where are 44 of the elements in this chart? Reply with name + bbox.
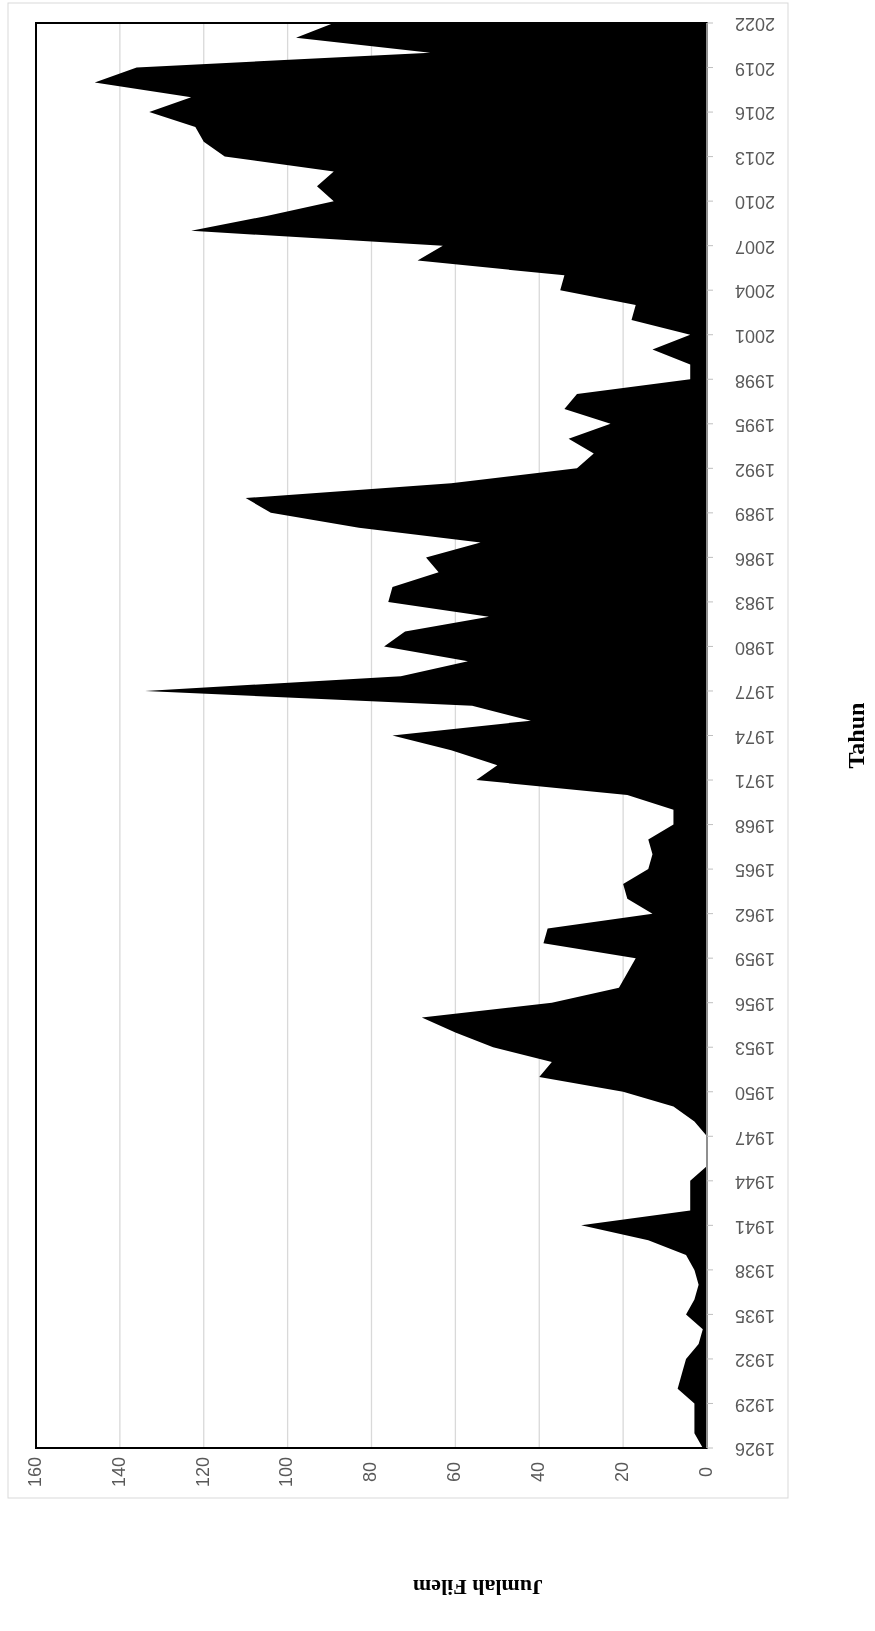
y-tick-label: 1941 — [734, 1216, 776, 1237]
x-tick-label: 140 — [108, 1456, 129, 1488]
x-tick-label: 20 — [611, 1461, 632, 1483]
y-tick-label: 1983 — [734, 593, 776, 614]
y-tick-label: 1965 — [734, 860, 776, 881]
x-axis-title: Jumlah Filem — [412, 1574, 544, 1600]
x-tick-label: 120 — [192, 1456, 213, 1488]
x-tick-label: 80 — [360, 1461, 381, 1483]
x-tick-label: 0 — [695, 1466, 716, 1478]
y-tick-label: 2004 — [734, 281, 776, 302]
y-axis-title: Tahun — [842, 702, 869, 769]
y-tick-label: 1968 — [734, 815, 776, 836]
x-tick-label: 160 — [24, 1456, 45, 1488]
y-tick-label: 2019 — [734, 58, 776, 79]
y-tick-label: 1959 — [734, 949, 776, 970]
y-tick-label: 1995 — [734, 415, 776, 436]
y-tick-label: 2001 — [734, 325, 776, 346]
y-tick-label: 1962 — [734, 904, 776, 925]
y-tick-label: 1935 — [734, 1305, 776, 1326]
x-tick-label: 40 — [528, 1461, 548, 1483]
y-tick-label: 1980 — [734, 637, 776, 658]
x-tick-label: 100 — [276, 1456, 297, 1488]
y-tick-label: 2010 — [734, 192, 776, 213]
y-tick-label: 1938 — [734, 1261, 776, 1282]
y-tick-label: 1989 — [734, 504, 776, 525]
y-tick-label: 2007 — [734, 236, 776, 257]
y-tick-label: 1932 — [734, 1350, 776, 1371]
y-tick-label: 1944 — [734, 1172, 776, 1193]
y-tick-label: 1950 — [734, 1083, 776, 1103]
y-tick-label: 1977 — [734, 682, 776, 703]
y-tick-label: 1926 — [734, 1439, 776, 1460]
y-tick-label: 2022 — [734, 14, 776, 35]
y-tick-label: 1986 — [734, 548, 776, 569]
y-tick-label: 1929 — [734, 1394, 776, 1415]
y-tick-label: 2016 — [734, 103, 776, 124]
x-tick-label: 60 — [444, 1461, 465, 1483]
y-tick-label: 1947 — [734, 1127, 776, 1148]
y-tick-label: 1992 — [734, 459, 776, 480]
y-tick-label: 1953 — [734, 1038, 776, 1059]
y-tick-label: 1971 — [734, 771, 776, 792]
y-tick-label: 1974 — [734, 726, 776, 747]
y-tick-label: 2013 — [734, 147, 776, 168]
y-tick-label: 1956 — [734, 993, 776, 1014]
y-tick-label: 1998 — [734, 370, 776, 391]
